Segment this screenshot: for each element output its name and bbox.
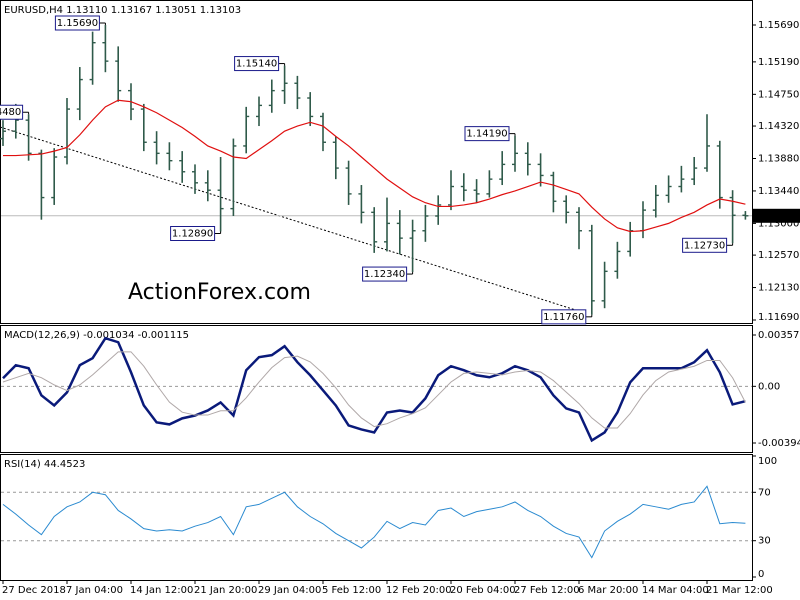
annotation-box bbox=[0, 104, 24, 120]
panel-title: MACD(12,26,9) -0.001034 -0.001115 bbox=[4, 330, 189, 341]
y-tick-label: 30 bbox=[758, 536, 771, 547]
y-tick-label: 1.12130 bbox=[758, 283, 799, 294]
x-tick-label: 27 Feb 12:00 bbox=[514, 585, 580, 596]
moving-average bbox=[3, 99, 746, 233]
y-tick-label: 1.14750 bbox=[758, 89, 799, 100]
annotation-label: 1.12340 bbox=[364, 269, 405, 280]
annotation-label: 1.14190 bbox=[466, 129, 507, 140]
y-tick-label: 0.00 bbox=[758, 381, 780, 392]
x-tick-label: 5 Feb 12:00 bbox=[322, 585, 381, 596]
annotation-label: 1.15140 bbox=[236, 59, 277, 70]
x-tick-label: 27 Dec 2018 bbox=[2, 585, 66, 596]
y-tick-label: 1.11690 bbox=[758, 312, 799, 323]
x-tick-label: 7 Jan 04:00 bbox=[66, 585, 123, 596]
annotation-box bbox=[682, 237, 728, 253]
x-tick-label: 6 Mar 20:00 bbox=[578, 585, 638, 596]
y-tick-label: 1.15190 bbox=[758, 57, 799, 68]
annotation-box bbox=[541, 309, 587, 325]
annotation-label: 1.11760 bbox=[543, 312, 584, 323]
y-tick-label: 1.13000 bbox=[758, 218, 799, 229]
annotation-label: 1.12730 bbox=[684, 240, 725, 251]
last-price-label: 1.13103 bbox=[758, 211, 799, 222]
y-tick-label: 0.003573 bbox=[758, 330, 800, 341]
y-tick-label: 1.13440 bbox=[758, 186, 799, 197]
annotation-box bbox=[234, 56, 280, 72]
y-tick-label: 1.12570 bbox=[758, 250, 799, 261]
panel-title: EURUSD,H4 1.13110 1.13167 1.13051 1.1310… bbox=[4, 5, 241, 16]
x-tick-label: 14 Jan 12:00 bbox=[130, 585, 193, 596]
y-tick-label: 100 bbox=[758, 456, 777, 467]
annotation-box bbox=[464, 126, 510, 142]
macd-panel bbox=[0, 325, 753, 453]
price-panel bbox=[0, 0, 753, 324]
indicator-line bbox=[2, 485, 746, 559]
annotation-box bbox=[54, 15, 100, 31]
rsi-panel bbox=[0, 454, 753, 581]
indicator-line bbox=[2, 351, 746, 429]
x-tick-label: 29 Jan 04:00 bbox=[258, 585, 321, 596]
y-tick-label: 70 bbox=[758, 487, 771, 498]
x-tick-label: 21 Mar 12:00 bbox=[706, 585, 773, 596]
x-tick-label: 21 Jan 20:00 bbox=[194, 585, 257, 596]
last-price-box bbox=[753, 208, 800, 223]
watermark: ActionForex.com bbox=[128, 280, 311, 305]
annotation-label: 1.14480 bbox=[0, 107, 21, 118]
panel-title: RSI(14) 44.4523 bbox=[4, 459, 85, 470]
indicator-line bbox=[2, 336, 746, 443]
annotation-label: 1.15690 bbox=[57, 18, 98, 29]
y-tick-label: 1.13880 bbox=[758, 153, 799, 164]
annotation-box bbox=[362, 266, 408, 282]
y-tick-label: 0 bbox=[758, 569, 764, 580]
x-tick-label: 12 Feb 20:00 bbox=[386, 585, 452, 596]
y-tick-label: 1.15690 bbox=[758, 20, 799, 31]
annotation-box bbox=[170, 226, 216, 241]
x-tick-label: 20 Feb 04:00 bbox=[450, 585, 516, 596]
y-tick-label: 1.14320 bbox=[758, 121, 799, 132]
y-tick-label: -0.003945 bbox=[758, 438, 800, 449]
x-tick-label: 14 Mar 04:00 bbox=[642, 585, 709, 596]
annotation-label: 1.12890 bbox=[172, 229, 213, 240]
